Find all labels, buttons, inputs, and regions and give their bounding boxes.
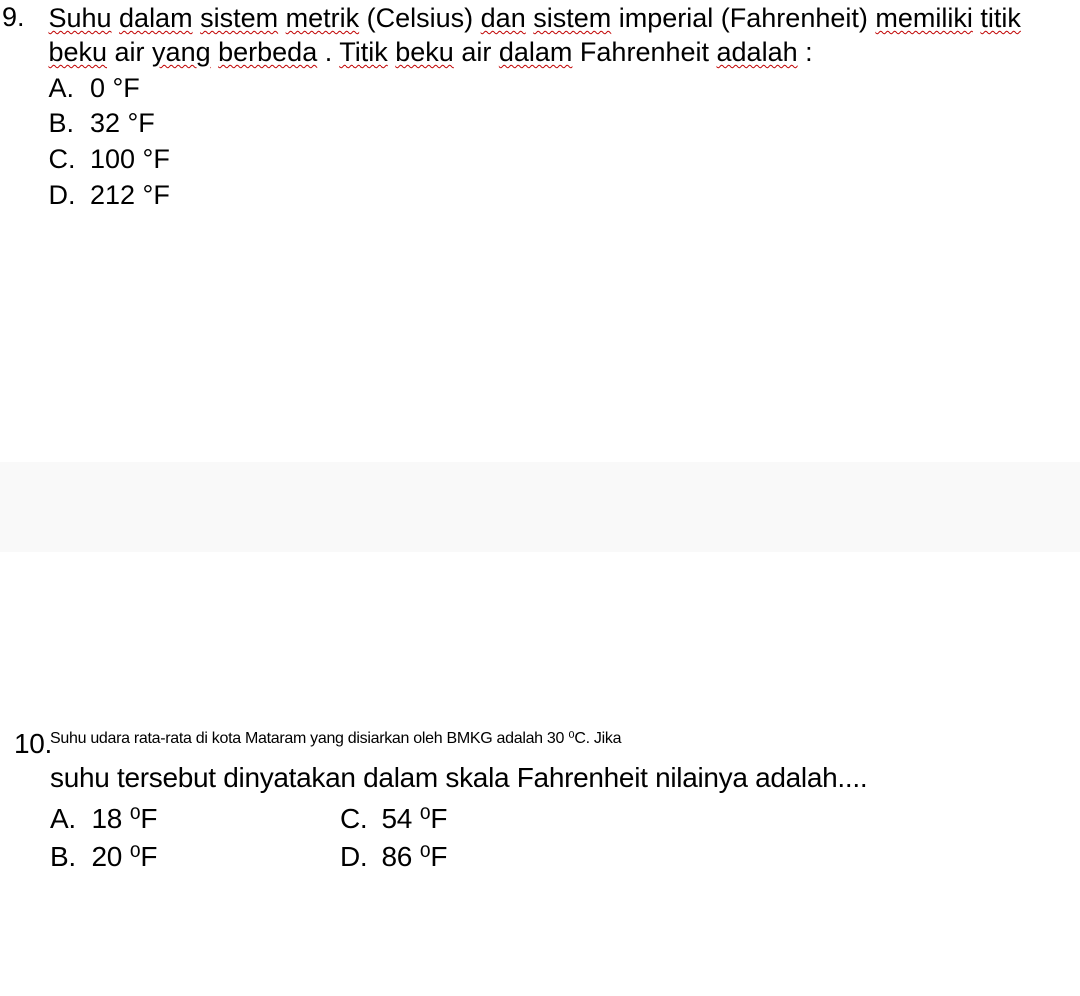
q9-word: Suhu — [48, 3, 111, 33]
q9-word: berbeda — [218, 37, 317, 67]
q9-word: sistem — [533, 3, 611, 33]
question-10-body: suhu tersebut dinyatakan dalam skala Fah… — [50, 760, 1060, 876]
option-c-value: 54 ⁰F — [381, 803, 447, 834]
q9-word: dalam — [499, 37, 573, 67]
option-a: A. 0 °F — [48, 72, 1068, 106]
question-10-text-line2: suhu tersebut dinyatakan dalam skala Fah… — [50, 760, 1060, 796]
option-b-value: 20 ⁰F — [91, 841, 157, 872]
q9-word: : — [805, 37, 813, 67]
option-a-value: 0 °F — [90, 73, 140, 103]
page-gray-band — [0, 462, 1080, 552]
option-c-label: C. — [340, 800, 374, 838]
option-b: B. 20 ⁰F — [50, 838, 340, 876]
question-10-line1: 10.Suhu udara rata-rata di kota Mataram … — [0, 728, 1080, 760]
q9-word: yang — [152, 37, 211, 67]
q9-word: air — [115, 37, 153, 67]
question-10-options: A. 18 ⁰F B. 20 ⁰F C. 54 ⁰F D. 86 ⁰F — [50, 800, 1060, 876]
q9-word: sistem — [200, 3, 278, 33]
q9-word: air — [461, 37, 499, 67]
option-b-label: B. — [50, 838, 84, 876]
question-9-number: 9. — [0, 2, 44, 33]
q9-word: Fahrenheit — [580, 37, 717, 67]
option-c: C. 100 °F — [48, 143, 1068, 177]
option-a: A. 18 ⁰F — [50, 800, 340, 838]
option-d: D. 212 °F — [48, 179, 1068, 213]
option-d-value: 86 ⁰F — [381, 841, 447, 872]
option-b-value: 32 °F — [90, 108, 155, 138]
option-c: C. 54 ⁰F — [340, 800, 630, 838]
q9-word: memiliki — [875, 3, 973, 33]
q9-word: titik — [980, 3, 1021, 33]
option-a-label: A. — [50, 800, 84, 838]
question-10-number: 10. — [0, 728, 50, 760]
question-9-text: Suhu dalam sistem metrik (Celsius) dan s… — [48, 2, 1068, 70]
q9-word: dalam — [119, 3, 193, 33]
question-10: 10.Suhu udara rata-rata di kota Mataram … — [0, 728, 1080, 876]
q9-word: beku — [48, 37, 107, 67]
options-col-left: A. 18 ⁰F B. 20 ⁰F — [50, 800, 340, 876]
option-c-value: 100 °F — [90, 144, 170, 174]
option-c-label: C. — [48, 143, 82, 177]
option-a-label: A. — [48, 72, 82, 106]
question-10-text-line1: Suhu udara rata-rata di kota Mataram yan… — [50, 730, 621, 747]
option-b-label: B. — [48, 107, 82, 141]
option-b: B. 32 °F — [48, 107, 1068, 141]
question-9: 9. Suhu dalam sistem metrik (Celsius) da… — [0, 0, 1080, 215]
option-d: D. 86 ⁰F — [340, 838, 630, 876]
q9-word: adalah — [717, 37, 798, 67]
options-col-right: C. 54 ⁰F D. 86 ⁰F — [340, 800, 630, 876]
option-d-value: 212 °F — [90, 180, 170, 210]
q9-word: dan — [481, 3, 526, 33]
q9-word: imperial (Fahrenheit) — [619, 3, 876, 33]
option-a-value: 18 ⁰F — [91, 803, 157, 834]
question-9-body: Suhu dalam sistem metrik (Celsius) dan s… — [48, 2, 1068, 215]
q9-word: metrik — [286, 3, 360, 33]
q9-word: . — [325, 37, 340, 67]
question-9-options: A. 0 °F B. 32 °F C. 100 °F D. 212 °F — [48, 72, 1068, 213]
q9-word: Titik — [339, 37, 388, 67]
q9-word: (Celsius) — [367, 3, 481, 33]
option-d-label: D. — [48, 179, 82, 213]
option-d-label: D. — [340, 838, 374, 876]
q9-word: beku — [395, 37, 454, 67]
